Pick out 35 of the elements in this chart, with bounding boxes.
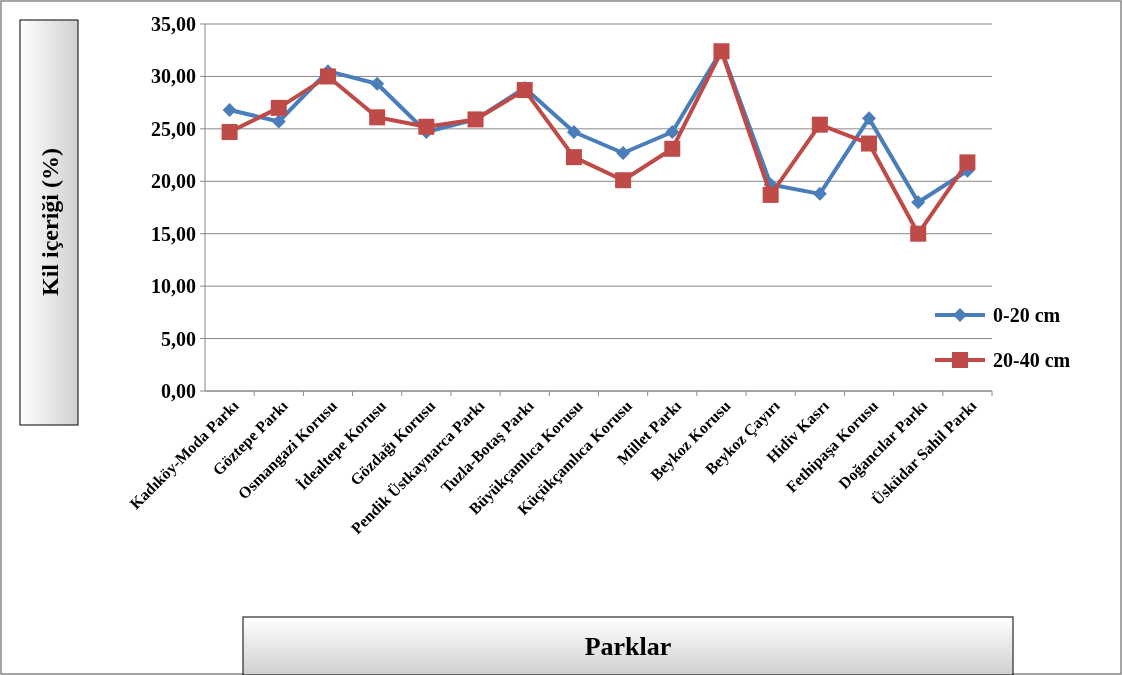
legend-label: 20-40 cm: [993, 349, 1071, 371]
point: [762, 186, 779, 203]
y-tick-label: 35,00: [151, 13, 196, 35]
point: [221, 124, 238, 140]
point: [812, 186, 827, 201]
point: [665, 125, 680, 139]
point: [271, 114, 286, 129]
y-tick-label: 25,00: [151, 117, 196, 140]
point: [664, 140, 681, 157]
point: [270, 99, 287, 116]
y-tick-label: 15,00: [151, 222, 196, 245]
point: [616, 145, 631, 160]
point: [418, 118, 435, 135]
point: [861, 135, 878, 152]
point: [959, 154, 976, 171]
point: [516, 82, 533, 99]
point: [369, 109, 386, 126]
point: [370, 76, 385, 91]
point: [565, 149, 582, 166]
point: [862, 111, 877, 126]
x-axis-title: Parklar: [584, 632, 672, 661]
y-tick-label: 0,00: [161, 380, 196, 402]
point: [615, 172, 632, 189]
point: [911, 195, 926, 210]
y-tick-label: 5,00: [161, 327, 196, 350]
point: [811, 116, 828, 133]
point: [222, 102, 237, 117]
y-tick-label: 10,00: [151, 275, 196, 298]
y-tick-label: 30,00: [151, 65, 196, 88]
point: [319, 68, 336, 85]
y-tick-label: 20,00: [151, 170, 196, 193]
point: [910, 225, 927, 242]
legend-label: 0-20 cm: [993, 304, 1061, 326]
y-axis-title: Kil içeriği (%): [37, 148, 63, 296]
point: [566, 125, 581, 139]
